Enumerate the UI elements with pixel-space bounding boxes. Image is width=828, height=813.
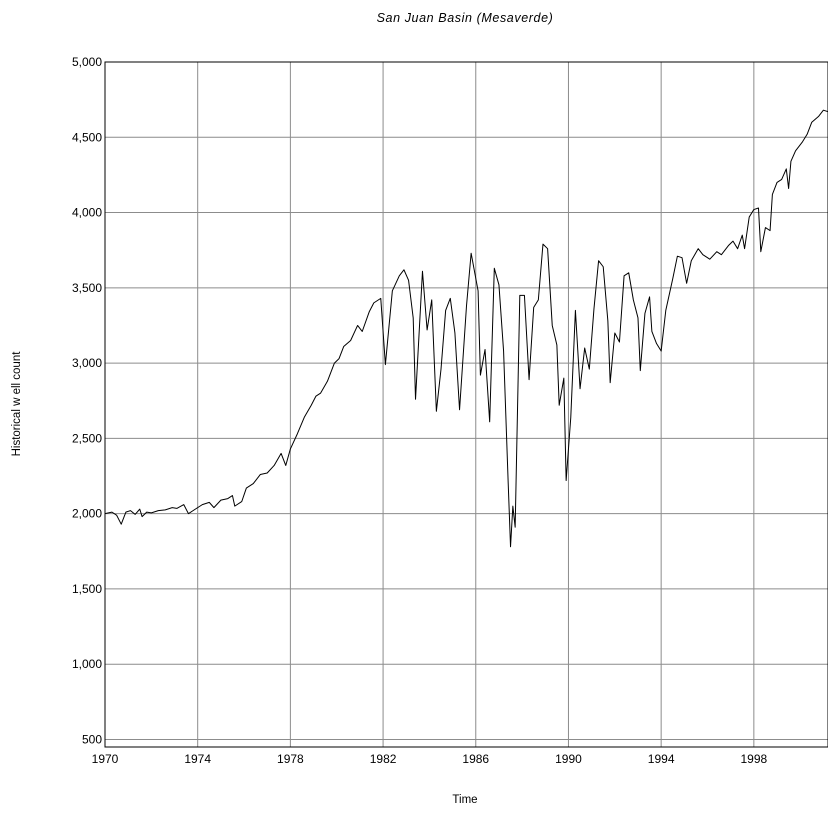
- y-tick-label: 1,000: [72, 657, 102, 671]
- x-tick-label: 1994: [648, 752, 675, 766]
- gridlines: [105, 62, 828, 747]
- y-tick-label: 3,500: [72, 281, 102, 295]
- y-tick-label: 4,000: [72, 206, 102, 220]
- y-tick-label: 5,000: [72, 55, 102, 69]
- y-tick-label: 3,000: [72, 356, 102, 370]
- x-tick-label: 1998: [740, 752, 767, 766]
- x-tick-label: 1978: [277, 752, 304, 766]
- y-tick-label: 2,000: [72, 507, 102, 521]
- x-tick-label: 1970: [92, 752, 119, 766]
- y-tick-label: 1,500: [72, 582, 102, 596]
- x-tick-label: 1974: [184, 752, 211, 766]
- y-tick-label: 4,500: [72, 130, 102, 144]
- y-tick-label: 500: [82, 732, 102, 746]
- plot-area-frame: [104, 61, 828, 748]
- x-tick-label: 1982: [370, 752, 397, 766]
- x-tick-label: 1986: [462, 752, 489, 766]
- x-tick-label: 1990: [555, 752, 582, 766]
- tick-labels: 1970 1974 1978 1982 1986 1990 1994 1998 500 1,000…: [72, 55, 768, 766]
- chart-title: San Juan Basin (Mesaverde): [377, 11, 554, 25]
- y-tick-label: 2,500: [72, 431, 102, 445]
- series-layer: [104, 109, 828, 548]
- y-axis-label: Historical w ell count: [11, 351, 23, 457]
- series-line-well-count: [104, 109, 828, 548]
- x-axis-label: Time: [452, 794, 477, 806]
